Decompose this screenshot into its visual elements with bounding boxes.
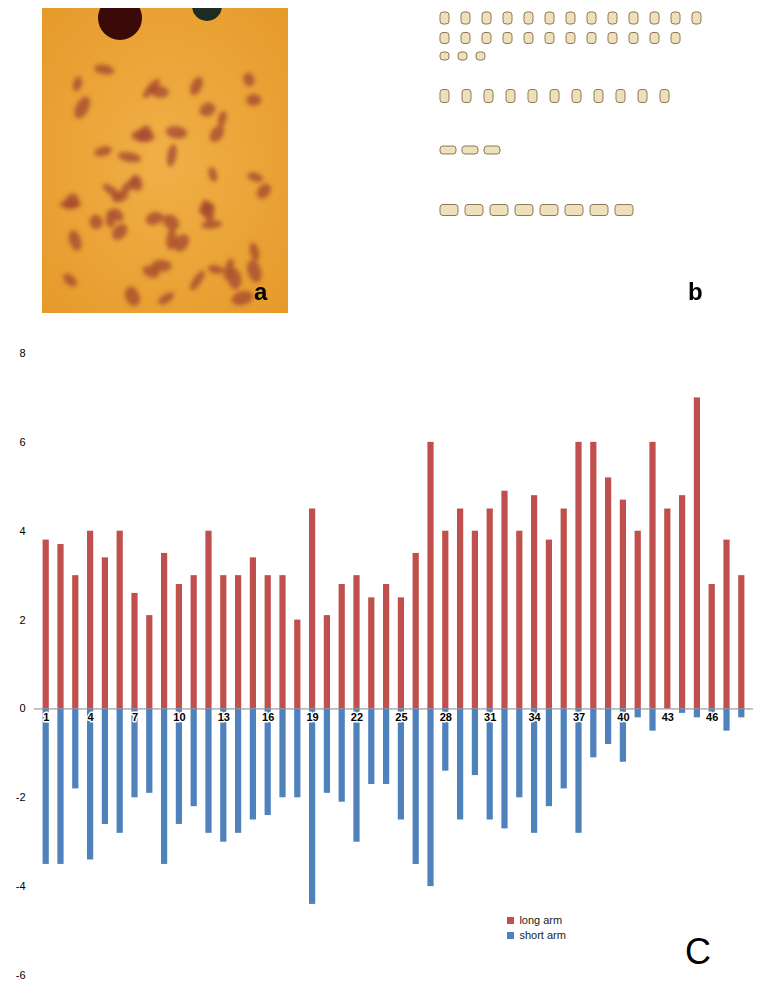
svg-text:4: 4 (88, 711, 95, 723)
svg-text:46: 46 (706, 711, 718, 723)
svg-text:-4: -4 (16, 880, 26, 892)
svg-text:40: 40 (617, 711, 629, 723)
svg-text:6: 6 (19, 436, 25, 448)
svg-text:13: 13 (218, 711, 230, 723)
svg-text:1: 1 (43, 711, 49, 723)
svg-text:16: 16 (262, 711, 274, 723)
svg-text:4: 4 (19, 525, 25, 537)
svg-text:7: 7 (132, 711, 138, 723)
svg-text:28: 28 (440, 711, 452, 723)
svg-text:10: 10 (173, 711, 185, 723)
svg-text:34: 34 (528, 711, 541, 723)
svg-text:31: 31 (484, 711, 496, 723)
svg-text:43: 43 (662, 711, 674, 723)
svg-text:b: b (688, 278, 703, 305)
svg-text:37: 37 (573, 711, 585, 723)
svg-text:a: a (254, 278, 268, 305)
html-text:C: C (685, 930, 711, 972)
svg-text:-6: -6 (16, 969, 26, 981)
svg-text:2: 2 (19, 614, 25, 626)
svg-text:19: 19 (306, 711, 318, 723)
svg-text:0: 0 (19, 702, 25, 714)
svg-text:8: 8 (19, 347, 25, 359)
svg-text:22: 22 (351, 711, 363, 723)
html-text:long arm: long arm (519, 913, 563, 926)
svg-text:25: 25 (395, 711, 407, 723)
html-text:short arm: short arm (519, 928, 566, 941)
svg-text:-2: -2 (16, 791, 26, 803)
